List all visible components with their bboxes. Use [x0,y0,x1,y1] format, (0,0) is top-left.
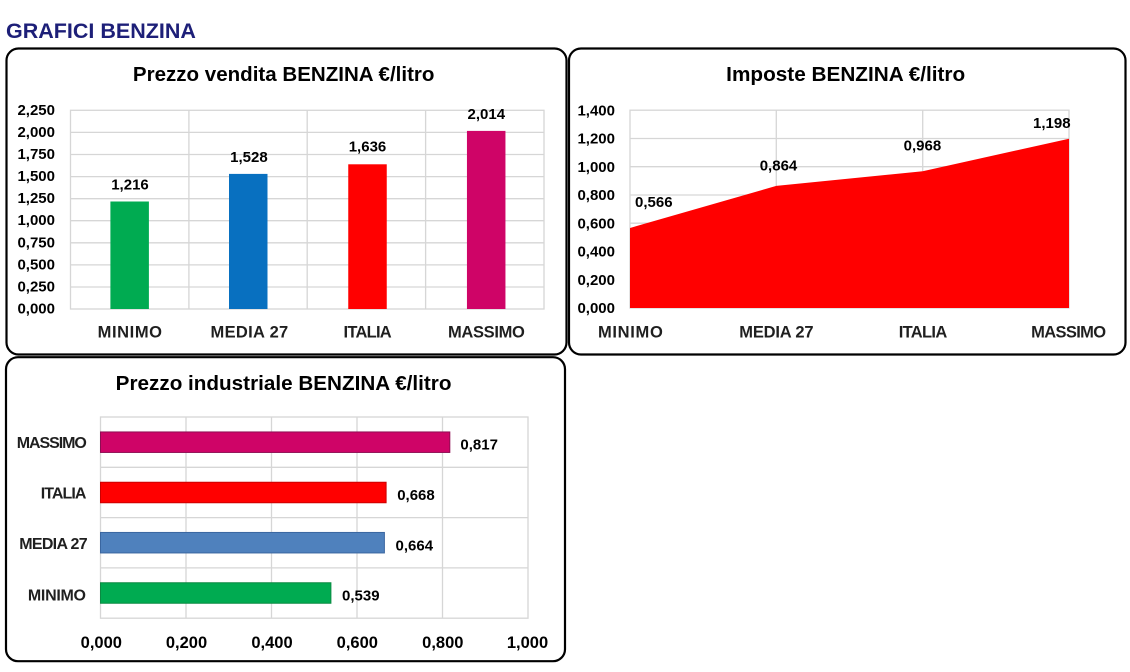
svg-text:MEDIA 27: MEDIA 27 [211,324,289,342]
svg-text:0,250: 0,250 [17,278,55,295]
svg-text:1,528: 1,528 [230,149,268,166]
svg-text:Imposte BENZINA €/litro: Imposte BENZINA €/litro [726,63,965,86]
svg-text:0,968: 0,968 [904,137,942,154]
svg-text:1,198: 1,198 [1033,115,1071,132]
svg-text:ITALIA: ITALIA [899,324,948,342]
svg-text:0,750: 0,750 [17,234,55,251]
svg-text:0,500: 0,500 [17,256,55,273]
svg-text:0,800: 0,800 [422,634,463,652]
svg-text:1,000: 1,000 [17,212,55,229]
svg-text:2,250: 2,250 [17,102,55,119]
svg-text:MINIMO: MINIMO [28,587,86,604]
svg-text:0,200: 0,200 [166,634,207,652]
svg-text:0,800: 0,800 [577,187,615,204]
svg-text:0,400: 0,400 [251,634,292,652]
svg-text:0,664: 0,664 [396,537,434,554]
svg-text:0,566: 0,566 [635,194,673,211]
svg-text:0,864: 0,864 [760,157,798,174]
svg-text:1,400: 1,400 [577,102,615,119]
svg-text:MASSIMO: MASSIMO [1031,324,1106,342]
svg-text:0,000: 0,000 [81,634,122,652]
svg-text:ITALIA: ITALIA [41,485,87,502]
svg-text:0,000: 0,000 [17,301,55,318]
svg-text:0,600: 0,600 [337,634,378,652]
svg-text:MINIMO: MINIMO [98,324,163,342]
svg-text:1,500: 1,500 [17,168,55,185]
svg-text:2,000: 2,000 [17,124,55,141]
svg-text:2,014: 2,014 [468,106,506,123]
svg-text:0,400: 0,400 [577,244,615,261]
svg-text:MASSIMO: MASSIMO [448,324,525,342]
svg-text:0,817: 0,817 [460,436,498,453]
svg-text:Prezzo industriale BENZINA €/l: Prezzo industriale BENZINA €/litro [116,372,452,395]
svg-text:MASSIMO: MASSIMO [17,435,87,452]
svg-text:1,216: 1,216 [111,177,149,194]
svg-text:1,200: 1,200 [577,131,615,148]
svg-text:0,200: 0,200 [577,272,615,289]
svg-text:1,000: 1,000 [577,159,615,176]
svg-text:0,600: 0,600 [577,215,615,232]
svg-text:ITALIA: ITALIA [344,324,392,342]
svg-text:1,750: 1,750 [17,146,55,163]
svg-text:GRAFICI BENZINA: GRAFICI BENZINA [6,19,196,43]
svg-text:1,636: 1,636 [349,138,387,155]
svg-text:1,000: 1,000 [507,634,548,652]
svg-text:MINIMO: MINIMO [598,324,663,342]
svg-text:1,250: 1,250 [17,190,55,207]
svg-text:Prezzo vendita BENZINA €/litro: Prezzo vendita BENZINA €/litro [133,63,435,86]
svg-text:0,539: 0,539 [342,588,380,605]
svg-text:0,000: 0,000 [577,300,615,317]
svg-text:0,668: 0,668 [397,487,435,504]
svg-text:MEDIA 27: MEDIA 27 [19,536,87,553]
svg-text:MEDIA 27: MEDIA 27 [739,324,813,342]
